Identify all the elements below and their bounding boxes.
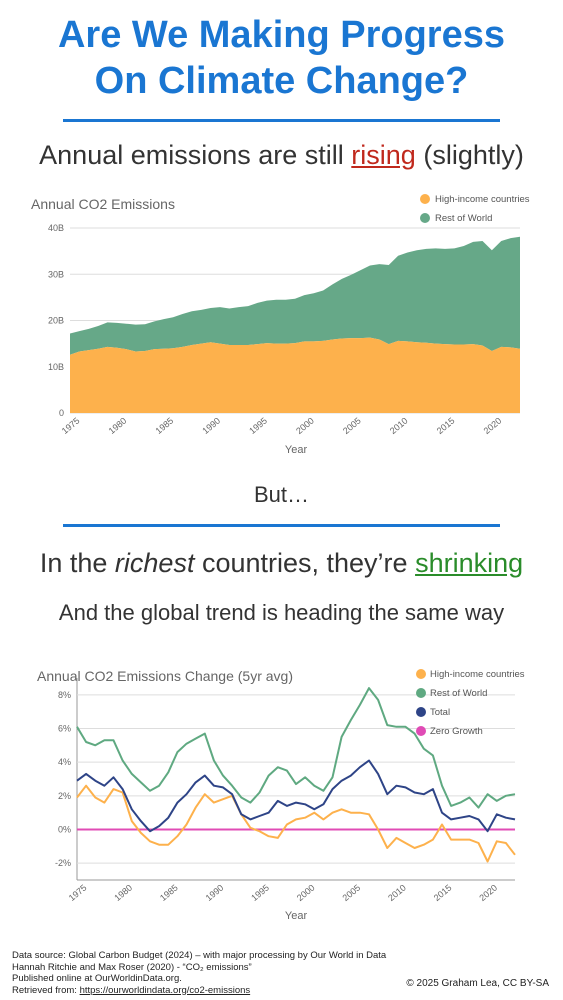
- legend-marker: [416, 707, 426, 717]
- chart-title: Annual CO2 Emissions: [31, 196, 175, 212]
- x-tick-label: 1990: [204, 882, 226, 903]
- y-tick-label: 10B: [48, 362, 64, 372]
- x-tick-label: 1995: [249, 882, 271, 903]
- x-axis-label: Year: [285, 910, 308, 922]
- x-tick-label: 1980: [107, 415, 129, 436]
- legend-label: Rest of World: [435, 213, 492, 224]
- x-tick-label: 2010: [386, 882, 408, 903]
- series-area-rest-of-world: [70, 236, 520, 355]
- y-tick-label: 2%: [58, 791, 71, 801]
- footer-line2: Hannah Ritchie and Max Roser (2020) - “C…: [12, 961, 252, 973]
- divider-top: [63, 119, 500, 122]
- x-tick-label: 2010: [388, 415, 410, 436]
- y-tick-label: 40B: [48, 223, 64, 233]
- y-tick-label: 8%: [58, 690, 71, 700]
- y-tick-label: 0: [59, 408, 64, 418]
- page-title-line2: On Climate Change?: [94, 60, 469, 102]
- x-tick-label: 1975: [60, 415, 82, 436]
- x-tick-label: 2000: [294, 415, 316, 436]
- x-axis-label: Year: [285, 444, 308, 456]
- y-tick-label: 30B: [48, 269, 64, 279]
- legend-label: High-income countries: [430, 669, 525, 680]
- x-tick-label: 1985: [158, 882, 180, 903]
- footer-line4: Retrieved from: https://ourworldindata.o…: [12, 985, 386, 997]
- headline2-text: In the: [39, 548, 115, 578]
- legend-label: Zero Growth: [430, 726, 483, 737]
- x-tick-label: 2000: [295, 882, 317, 903]
- subheadline: And the global trend is heading the same…: [58, 600, 505, 625]
- series-area-high-income: [70, 337, 520, 413]
- annual-emissions-chart: Annual CO2 Emissions 0 10B 20B 30B 40B 1975 198…: [31, 194, 530, 456]
- legend-marker: [420, 213, 430, 223]
- copyright: © 2025 Graham Lea, CC BY-SA: [406, 978, 549, 989]
- divider-middle: [63, 524, 500, 527]
- series-line-rest-of-world: [76, 687, 516, 809]
- headline-emissions-rising: Annual emissions are still rising (sligh…: [0, 140, 563, 171]
- x-tick-label: 2005: [341, 415, 363, 436]
- x-tick-label: 2005: [341, 882, 363, 903]
- richest-word: richest: [114, 548, 195, 578]
- series-line-high-income-countries: [76, 784, 516, 863]
- y-tick-label: 6%: [58, 724, 71, 734]
- legend-label: High-income countries: [435, 194, 530, 205]
- x-tick-label: 2020: [482, 415, 504, 436]
- y-tick-label: 20B: [48, 316, 64, 326]
- footer-line1: Data source: Global Carbon Budget (2024)…: [12, 950, 387, 961]
- x-tick-label: 2015: [432, 882, 454, 903]
- headline1-text: Annual emissions are still: [39, 140, 352, 170]
- legend-marker: [416, 669, 426, 679]
- y-tick-label: -2%: [55, 858, 71, 868]
- source-link[interactable]: https://ourworldindata.org/co2-emissions: [79, 984, 251, 996]
- x-tick-label: 1995: [247, 415, 269, 436]
- legend-marker: [416, 726, 426, 736]
- x-tick-label: 1980: [112, 882, 134, 903]
- headline-emissions-shrinking: In the richest countries, they’re shrink…: [0, 548, 563, 579]
- x-tick-label: 2015: [435, 415, 457, 436]
- y-tick-label: 0%: [58, 825, 71, 835]
- footer-line3: Published online at OurWorldinData.org.: [12, 973, 182, 984]
- legend-marker: [416, 688, 426, 698]
- rising-word: rising: [351, 140, 416, 170]
- footer-source: Data source: Global Carbon Budget (2024)…: [12, 950, 386, 996]
- x-tick-label: 2020: [477, 882, 499, 903]
- x-tick-label: 1985: [154, 415, 176, 436]
- headline1-suffix: (slightly): [415, 140, 524, 170]
- x-tick-label: 1975: [67, 882, 89, 903]
- shrinking-word: shrinking: [415, 548, 524, 578]
- but-text: But…: [253, 482, 310, 507]
- headline2-middle: countries, they’re: [194, 548, 416, 578]
- legend-marker: [420, 194, 430, 204]
- chart-title: Annual CO2 Emissions Change (5yr avg): [37, 668, 293, 684]
- series-line-total: [76, 759, 516, 833]
- y-tick-label: 4%: [58, 757, 71, 767]
- emissions-change-chart: Annual CO2 Emissions Change (5yr avg) -2%…: [37, 668, 525, 922]
- x-tick-label: 1990: [200, 415, 222, 436]
- footer-retrieved-label: Retrieved from:: [12, 984, 80, 996]
- page-title-line1: Are We Making Progress: [57, 14, 505, 56]
- legend-label: Rest of World: [430, 688, 487, 699]
- legend-label: Total: [430, 707, 450, 718]
